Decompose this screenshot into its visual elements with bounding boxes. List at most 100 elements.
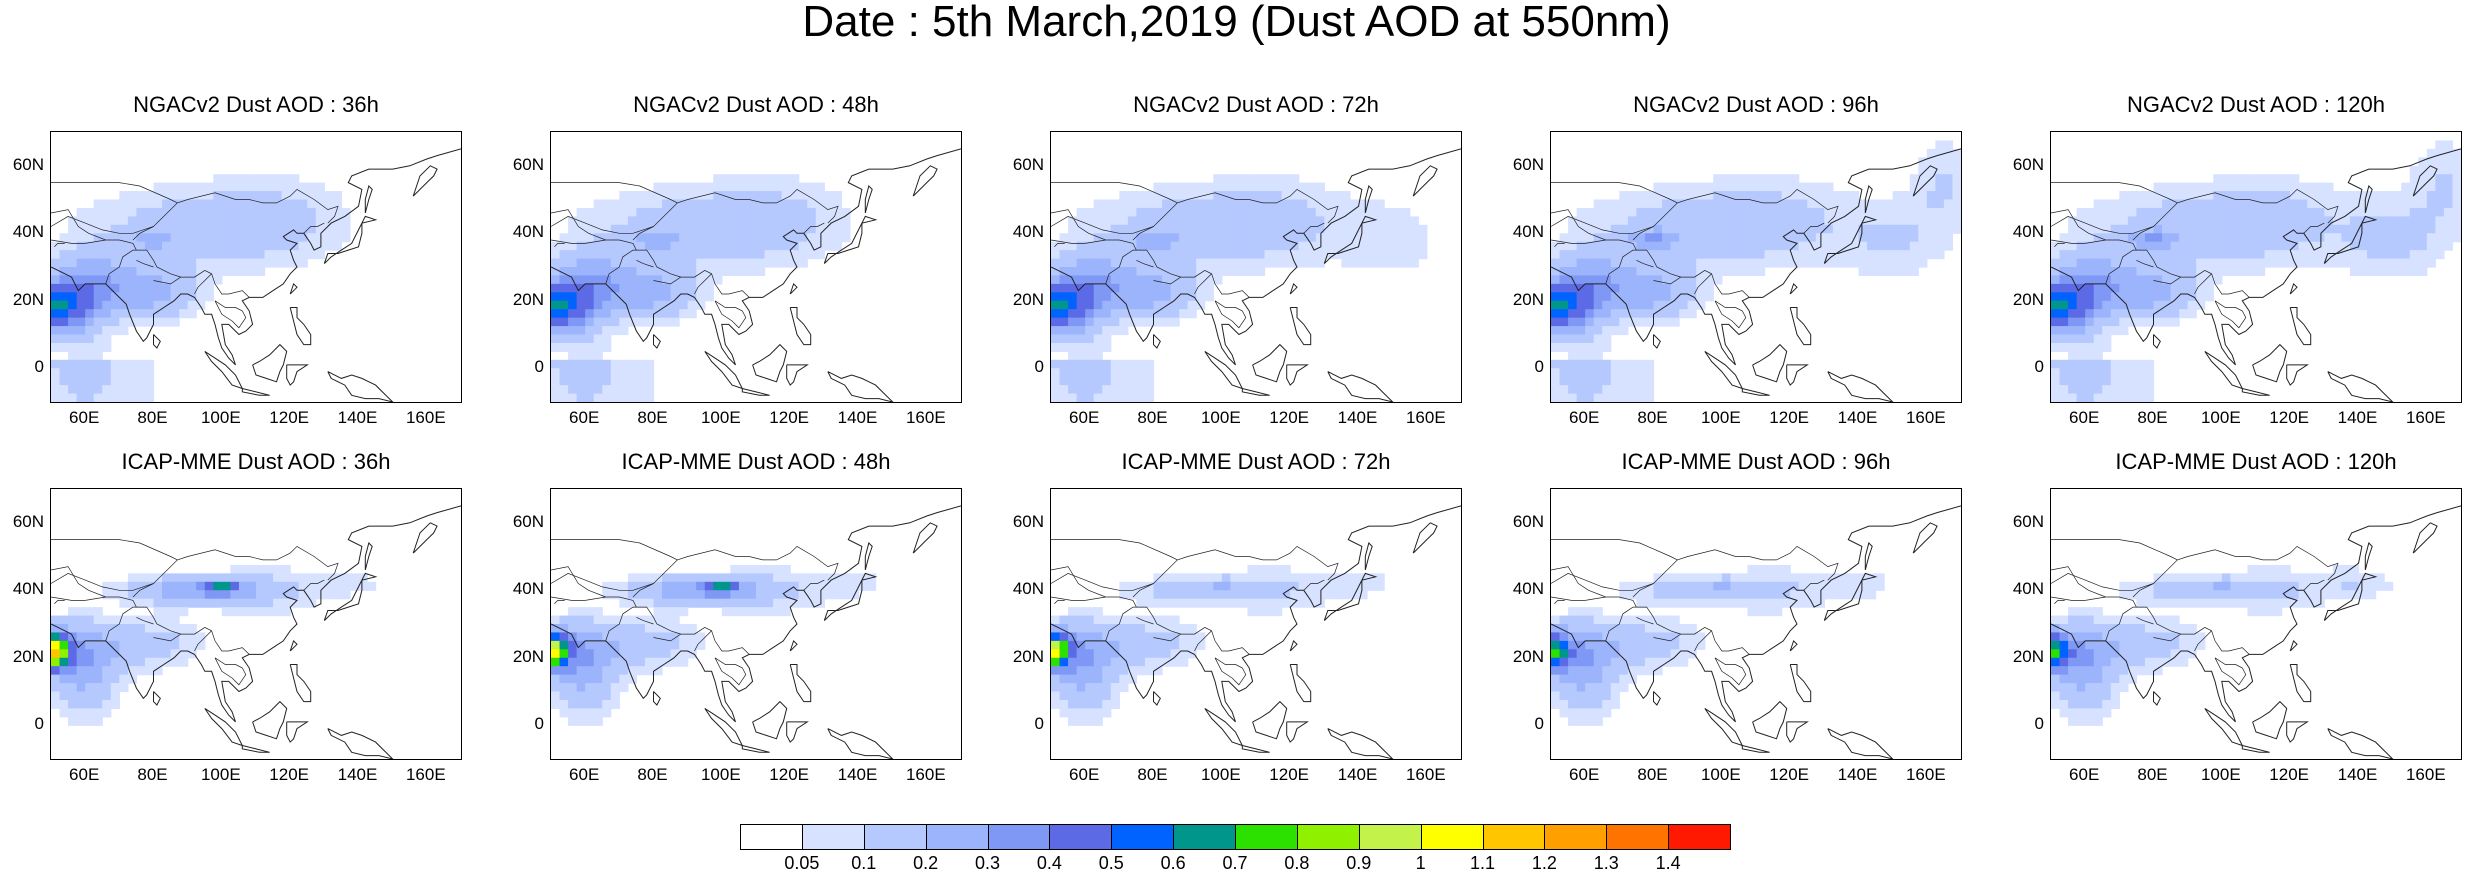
aod-cell: [2076, 632, 2086, 642]
aod-cell: [687, 275, 697, 285]
aod-cell: [1602, 258, 1612, 268]
aod-cell: [358, 581, 368, 591]
aod-cell: [593, 385, 603, 395]
aod-cell: [1162, 224, 1172, 234]
aod-cell: [238, 224, 249, 234]
aod-cell: [704, 199, 714, 209]
country-border: [1136, 259, 1154, 268]
aod-cell: [2144, 376, 2155, 386]
aod-cell: [1127, 359, 1138, 369]
aod-cell: [2426, 233, 2436, 243]
aod-cell: [1696, 241, 1706, 251]
aod-cell: [68, 317, 78, 327]
aod-cell: [76, 376, 86, 386]
aod-cell: [1559, 368, 1569, 378]
aod-cell: [85, 716, 95, 726]
aod-cell: [1730, 224, 1740, 234]
aod-cell: [1179, 632, 1189, 642]
aod-cell: [76, 691, 86, 701]
aod-cell: [1798, 573, 1808, 583]
aod-cell: [1085, 224, 1095, 234]
aod-cell: [2213, 267, 2223, 277]
aod-cell: [568, 649, 578, 659]
aod-cell: [1119, 283, 1129, 293]
aod-cell: [781, 250, 791, 260]
aod-cell: [1644, 199, 1655, 209]
aod-cell: [1144, 598, 1155, 608]
aod-cell: [2085, 368, 2095, 378]
aod-cell: [636, 590, 646, 600]
aod-cell: [1670, 657, 1680, 667]
aod-cell: [2367, 199, 2377, 209]
country-border: [51, 596, 86, 601]
aod-cell: [679, 191, 689, 201]
aod-cell: [1909, 216, 1919, 226]
aod-cell: [144, 632, 155, 642]
aod-cell: [119, 283, 129, 293]
aod-cell: [1773, 607, 1783, 617]
aod-cell: [1713, 199, 1723, 209]
aod-cell: [2204, 191, 2214, 201]
aod-cell: [273, 224, 283, 234]
aod-cell: [2298, 207, 2308, 217]
aod-cell: [2162, 573, 2172, 583]
aod-cell: [2307, 233, 2317, 243]
aod-cell: [1952, 174, 1961, 184]
aod-cell: [593, 649, 603, 659]
aod-cell: [256, 199, 266, 209]
aod-cell: [238, 581, 249, 591]
aod-cell: [290, 191, 300, 201]
aod-cell: [153, 182, 163, 192]
aod-cell: [1341, 241, 1351, 251]
aod-cell: [1602, 640, 1612, 650]
coastline: [1204, 707, 1244, 747]
aod-cell: [315, 182, 325, 192]
aod-cell: [1935, 182, 1945, 192]
aod-cell: [2119, 674, 2129, 684]
aod-cell: [2076, 368, 2086, 378]
aod-cell: [2085, 607, 2095, 617]
aod-cell: [1093, 250, 1103, 260]
aod-cell: [2144, 300, 2155, 310]
aod-cell: [213, 182, 223, 192]
aod-cell: [2332, 258, 2343, 268]
aod-cell: [1273, 581, 1283, 591]
aod-cell: [2076, 241, 2086, 251]
aod-cell: [2452, 182, 2461, 192]
aod-cell: [2179, 224, 2189, 234]
aod-cell: [144, 224, 155, 234]
aod-cell: [85, 674, 95, 684]
aod-cell: [76, 674, 86, 684]
aod-cell: [2144, 368, 2155, 378]
aod-cell: [1952, 191, 1961, 201]
aod-cell: [2452, 216, 2461, 226]
aod-cell: [1730, 207, 1740, 217]
aod-cell: [2051, 326, 2061, 336]
aod-cell: [102, 385, 112, 395]
aod-cell: [281, 216, 291, 226]
aod-cell: [1585, 258, 1595, 268]
aod-cell: [696, 573, 706, 583]
aod-cell: [1585, 640, 1595, 650]
aod-cell: [670, 624, 680, 634]
aod-cell: [1153, 216, 1163, 226]
aod-cell: [551, 640, 561, 650]
aod-cell: [619, 275, 629, 285]
aod-cell: [1196, 241, 1206, 251]
aod-cell: [1085, 216, 1095, 226]
aod-cell: [1824, 216, 1834, 226]
aod-cell: [2102, 233, 2112, 243]
aod-cell: [2059, 674, 2069, 684]
aod-cell: [2247, 182, 2257, 192]
aod-cell: [2076, 267, 2086, 277]
aod-cell: [670, 317, 680, 327]
aod-cell: [2068, 615, 2078, 625]
aod-cell: [696, 241, 706, 251]
aod-cell: [1824, 241, 1834, 251]
country-border: [1632, 226, 1654, 241]
aod-cell: [119, 191, 129, 201]
aod-cell: [51, 615, 61, 625]
aod-cell: [644, 309, 655, 319]
aod-cell: [341, 216, 351, 226]
aod-cell: [1119, 233, 1129, 243]
